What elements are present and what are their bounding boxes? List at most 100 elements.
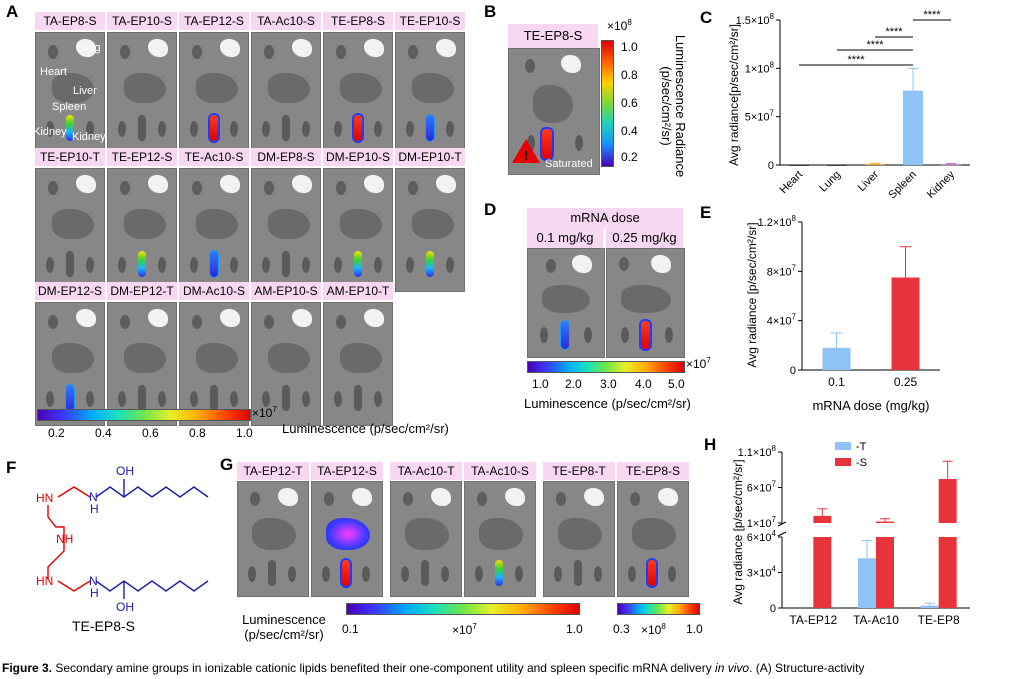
figure-caption: Figure 3. Secondary amine groups in ioni… (2, 661, 1006, 675)
panel-d-image-1 (527, 248, 605, 358)
panel-d-tick-3: 3.0 (600, 377, 617, 391)
bar (891, 277, 920, 370)
panel-a-tick-2: 0.4 (95, 426, 112, 440)
bar (865, 164, 885, 166)
panel-a-tile-label: TA-Ac10-S (251, 12, 321, 30)
panel-a-tile-image (323, 168, 393, 292)
legend-swatch (835, 458, 851, 466)
bar (813, 537, 832, 608)
panel-a-tile-image (35, 32, 105, 158)
bar (941, 164, 961, 166)
x-tick-label: Lung (817, 169, 843, 195)
atom-n-top: N (89, 490, 98, 504)
bar (822, 347, 851, 370)
panel-g-tile-image (311, 481, 383, 597)
significance-label: **** (923, 9, 941, 21)
panel-g-tile-label: TE-EP8-T (543, 462, 615, 480)
panel-a-tile-label: TE-EP10-S (395, 12, 465, 30)
y-tick-label: 6×107 (747, 480, 777, 495)
significance-label: **** (885, 26, 903, 38)
significance-label: **** (866, 39, 884, 51)
x-tick-label: Spleen (886, 169, 919, 202)
panel-g-bar2-multiplier: ×108 (641, 622, 666, 637)
caption-tail: . (A) Structure-activity (749, 661, 865, 675)
panel-label-g: G (220, 455, 234, 474)
caption-bold: Figure 3. (2, 661, 53, 675)
panel-d-colorbar (527, 361, 685, 373)
y-axis-label: Avg radiance [p/sec/cm²/sr] (731, 459, 745, 604)
y-tick-label: 4×107 (767, 313, 797, 328)
panel-a-tile-label: TE-EP10-T (35, 148, 105, 166)
legend-label: -T (856, 441, 867, 453)
y-tick-label: 0 (770, 603, 776, 615)
y-tick-label: 8×107 (767, 263, 797, 278)
panel-g-bar1-multiplier: ×107 (452, 622, 477, 637)
panel-a-tile-image (179, 302, 249, 426)
panel-a-tile-image (323, 32, 393, 158)
bar (903, 90, 923, 165)
panel-d-tick-2: 2.0 (565, 377, 582, 391)
panel-g-bar1-max: 1.0 (566, 622, 583, 636)
panel-a-tile-label: DM-EP12-T (107, 282, 177, 300)
panel-g-tile-image (390, 481, 462, 597)
panel-d-dose-2: 0.25 mg/kg (606, 228, 683, 248)
panel-g-colorbar-label: Luminescence (p/sec/cm²/sr) (242, 612, 326, 642)
panel-a-tile-image (107, 32, 177, 158)
x-tick-label: Heart (778, 169, 806, 197)
panel-label-e: E (700, 203, 712, 222)
panel-a-tile-image (179, 32, 249, 158)
panel-a-colorbar (37, 409, 251, 421)
atom-nh-mid: NH (56, 532, 73, 546)
panel-a-tile-label: TE-Ac10-S (179, 148, 249, 166)
warning-triangle-icon (512, 139, 540, 163)
x-tick-label: TA-Ac10 (853, 613, 899, 627)
y-tick-label: 6×104 (747, 529, 777, 544)
panel-a-colorbar-label: Luminescence (p/sec/cm²/sr) (282, 421, 449, 436)
organ-label-liver: Liver (73, 85, 97, 97)
panel-g-colorbar-1 (346, 603, 580, 615)
legend-swatch (835, 442, 851, 450)
panel-b-tick-3: 0.6 (621, 96, 638, 110)
y-tick-label: 1.2×108 (758, 214, 797, 229)
saturated-label: Saturated (545, 158, 593, 170)
panel-g-tile-label: TA-EP12-S (311, 462, 383, 480)
panel-g-tile-image (543, 481, 615, 597)
x-tick-label: Liver (856, 168, 882, 194)
y-tick-label: 3×104 (747, 565, 777, 580)
panel-a-tile-image (251, 32, 321, 158)
panel-a-tile-label: TA-EP12-S (179, 12, 249, 30)
y-axis-label: Avg radiance[p/sec/cm²/sr] (727, 24, 741, 166)
panel-d-multiplier: ×107 (686, 356, 711, 371)
bar (827, 165, 847, 166)
significance-label: **** (847, 54, 865, 66)
structure-title: TE-EP8-S (72, 618, 136, 634)
atom-n-bottom: N (89, 574, 98, 588)
axis-break-mark (777, 531, 787, 537)
panel-a-tile-image (179, 168, 249, 292)
panel-g-bar2-max: 1.0 (686, 622, 703, 636)
panel-a-tile-label: TE-EP12-S (107, 148, 177, 166)
y-tick-label: 0 (790, 365, 796, 377)
panel-g-tile-label: TA-Ac10-T (390, 462, 462, 480)
panel-label-h: H (704, 435, 717, 454)
panel-g-tile-label: TE-EP8-S (617, 462, 689, 480)
atom-oh-top: OH (116, 464, 134, 478)
y-tick-label: 1.1×108 (738, 444, 777, 459)
panel-a-tile-image (35, 168, 105, 292)
warning-exclamation-icon: ! (524, 148, 529, 163)
atom-h-bottom: H (90, 586, 99, 600)
atom-hn-top: HN (36, 491, 53, 505)
panel-b-colorbar (601, 40, 614, 167)
panel-d-dose-1: 0.1 mg/kg (527, 228, 603, 248)
panel-g-tile-image (464, 481, 536, 597)
panel-a-tile-image (107, 168, 177, 292)
y-tick-label: 1×108 (745, 60, 775, 75)
organ-label-lung: Lung (76, 42, 101, 54)
panel-a-tick-1: 0.2 (48, 426, 65, 440)
bar (938, 537, 957, 608)
x-tick-label: TE-EP8 (918, 613, 960, 627)
atom-oh-bottom: OH (116, 600, 134, 614)
panel-a-tile-image (107, 302, 177, 426)
organ-label-kidney-right: Kidney (72, 131, 106, 143)
